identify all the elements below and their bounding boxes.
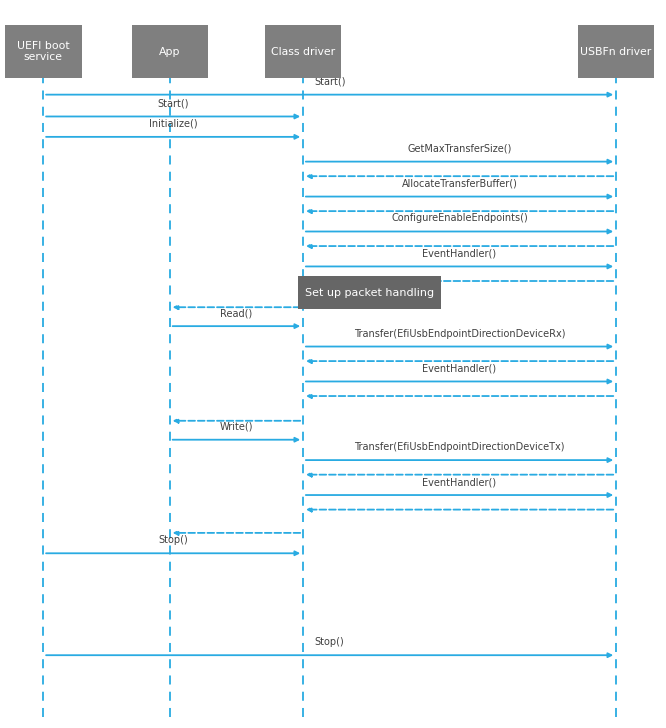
- Text: Class driver: Class driver: [271, 47, 335, 57]
- FancyBboxPatch shape: [298, 276, 442, 309]
- Text: Set up packet handling: Set up packet handling: [305, 288, 434, 298]
- Text: EventHandler(): EventHandler(): [422, 477, 497, 487]
- Text: Stop(): Stop(): [315, 637, 344, 647]
- Text: GetMaxTransferSize(): GetMaxTransferSize(): [408, 143, 511, 154]
- Text: Transfer(EfiUsbEndpointDirectionDeviceTx): Transfer(EfiUsbEndpointDirectionDeviceTx…: [354, 442, 565, 452]
- Text: UEFI boot
service: UEFI boot service: [17, 41, 70, 63]
- Text: Stop(): Stop(): [159, 535, 188, 545]
- FancyBboxPatch shape: [131, 25, 208, 78]
- Text: Start(): Start(): [157, 98, 189, 108]
- Text: AllocateTransferBuffer(): AllocateTransferBuffer(): [402, 178, 517, 189]
- Text: EventHandler(): EventHandler(): [422, 363, 497, 373]
- FancyBboxPatch shape: [577, 25, 654, 78]
- Text: USBFn driver: USBFn driver: [581, 47, 651, 57]
- FancyBboxPatch shape: [265, 25, 342, 78]
- Text: Transfer(EfiUsbEndpointDirectionDeviceRx): Transfer(EfiUsbEndpointDirectionDeviceRx…: [354, 328, 565, 339]
- Text: Write(): Write(): [220, 422, 253, 432]
- FancyBboxPatch shape: [5, 25, 81, 78]
- Text: EventHandler(): EventHandler(): [422, 248, 497, 258]
- Text: Read(): Read(): [220, 308, 252, 318]
- Text: App: App: [159, 47, 180, 57]
- Text: ConfigureEnableEndpoints(): ConfigureEnableEndpoints(): [391, 213, 528, 223]
- Text: Start(): Start(): [314, 76, 346, 87]
- Text: Initialize(): Initialize(): [149, 119, 198, 129]
